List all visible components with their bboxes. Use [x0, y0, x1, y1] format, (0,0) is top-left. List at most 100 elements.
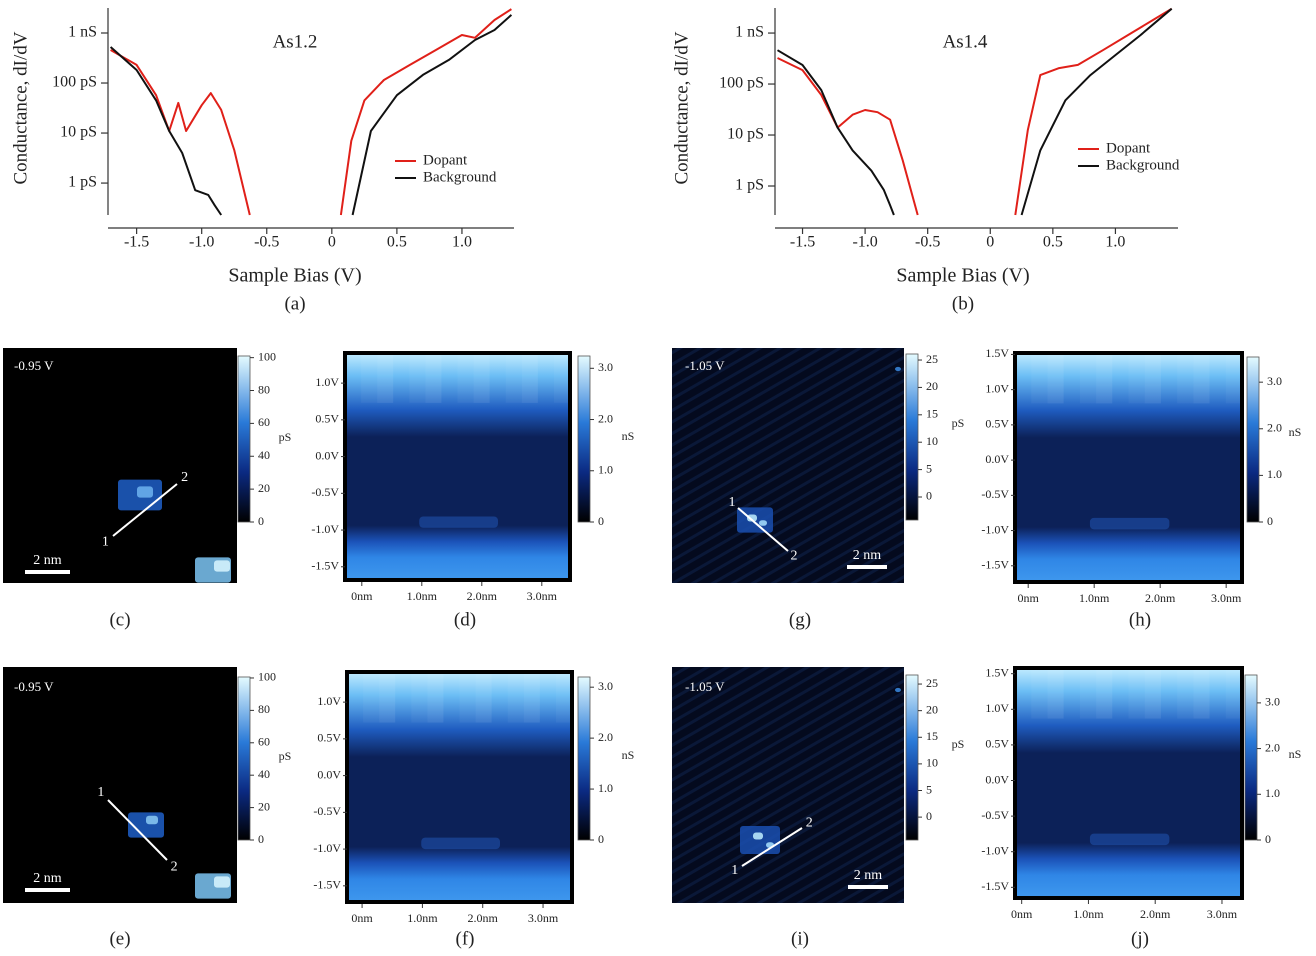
- y-tick-label: -1.0V: [313, 841, 341, 855]
- heatmap-image: [1015, 353, 1242, 582]
- series-line: [777, 7, 1173, 216]
- bias-annotation: -1.05 V: [685, 679, 725, 694]
- colorbar-unit: pS: [279, 749, 292, 763]
- y-tick-label: -1.5V: [981, 558, 1009, 572]
- x-tick-label: -0.5: [254, 234, 279, 251]
- heatmap-column: [1079, 353, 1097, 404]
- caption: (h): [1129, 609, 1151, 630]
- y-tick-label: -0.5V: [311, 485, 339, 499]
- colorbar-tick-label: 3.0: [598, 360, 613, 374]
- y-tick-label: 1 nS: [735, 24, 764, 41]
- line-cut-marker: 2: [171, 859, 178, 874]
- colorbar-tick-label: 80: [258, 702, 270, 716]
- heatmap-frame: [343, 351, 572, 582]
- heatmap-column: [1047, 668, 1064, 719]
- x-tick-label: -1.0: [189, 234, 214, 251]
- colorbar-tick-label: 0: [258, 832, 264, 846]
- map-image: [3, 348, 237, 583]
- y-tick-label: 1 nS: [68, 24, 97, 41]
- colorbar-tick-label: 0: [926, 489, 932, 503]
- colorbar-tick-label: 20: [926, 702, 938, 716]
- heatmap-column: [505, 353, 522, 403]
- heatmap-column: [475, 672, 492, 723]
- heatmap-column: [521, 353, 538, 403]
- colorbar-tick-label: 0: [1267, 514, 1273, 528]
- heatmap-column: [1096, 668, 1113, 719]
- colorbar-unit: nS: [1289, 425, 1302, 439]
- colorbar-tick-label: 25: [926, 352, 938, 366]
- colorbar-unit: pS: [952, 737, 965, 751]
- y-tick-label: -0.5V: [981, 808, 1009, 822]
- colorbar-tick-label: 2.0: [598, 730, 613, 744]
- map-feature: [895, 687, 901, 693]
- heatmap-column: [1144, 668, 1161, 719]
- y-tick-label: 1.5V: [985, 346, 1009, 360]
- colorbar-tick-label: 2.0: [1265, 740, 1280, 754]
- line-cut-marker: 2: [181, 470, 188, 485]
- colorbar-tick-label: 3.0: [1267, 374, 1282, 388]
- map-feature: [137, 486, 153, 498]
- x-tick-label: 2.0nm: [467, 589, 498, 603]
- chart-title: As1.2: [273, 31, 318, 52]
- caption: (j): [1131, 928, 1149, 949]
- heatmap-frame: [1013, 666, 1244, 900]
- x-tick-label: 0nm: [1018, 591, 1040, 605]
- x-tick-label: -1.0: [852, 234, 877, 251]
- y-tick-label: 0.0V: [985, 772, 1009, 786]
- x-tick-label: 1.0: [1105, 234, 1125, 251]
- map-feature: [740, 826, 780, 854]
- colorbar: [905, 353, 919, 521]
- colorbar-tick-label: 1.0: [1265, 786, 1280, 800]
- x-tick-label: 1.0: [452, 234, 472, 251]
- heatmap-image: [345, 353, 570, 580]
- heatmap-column: [1225, 668, 1242, 719]
- line-cut: [737, 507, 789, 552]
- colorbar-tick-label: 20: [258, 799, 270, 813]
- colorbar-tick-label: 15: [926, 407, 938, 421]
- x-axis-label: Sample Bias (V): [228, 265, 361, 287]
- colorbar-tick-label: 0: [598, 514, 604, 528]
- map-image: [672, 348, 904, 583]
- heatmap-column: [1193, 668, 1210, 719]
- y-tick-label: 1 pS: [68, 174, 97, 191]
- heatmap-column: [1144, 353, 1161, 404]
- x-tick-label: 0nm: [1011, 907, 1033, 921]
- heatmap-column: [409, 353, 426, 403]
- y-axis-label: Conductance, dI/dV: [10, 31, 31, 184]
- map-feature: [747, 514, 757, 522]
- y-tick-label: -1.5V: [311, 559, 339, 573]
- heatmap-column: [473, 353, 490, 403]
- caption: (i): [791, 928, 809, 949]
- heatmap-column: [363, 672, 380, 723]
- series-line: [110, 8, 512, 216]
- x-tick-label: 0: [328, 234, 336, 251]
- y-tick-label: 0.0V: [315, 448, 339, 462]
- caption: (g): [789, 609, 811, 630]
- heatmap-column: [377, 353, 394, 403]
- heatmap-column: [1128, 353, 1145, 404]
- scale-bar-label: 2 nm: [33, 871, 62, 886]
- heatmap-column: [1177, 353, 1194, 404]
- colorbar: [905, 674, 919, 841]
- colorbar-tick-label: 20: [258, 481, 270, 495]
- colorbar-tick-label: 0: [1265, 832, 1271, 846]
- y-tick-label: 0.5V: [317, 731, 341, 745]
- map-image: [3, 667, 237, 903]
- heatmap-frame: [345, 670, 574, 904]
- x-tick-label: 1.0nm: [407, 911, 438, 925]
- y-tick-label: 100 pS: [52, 74, 97, 91]
- map-image: [672, 667, 904, 903]
- colorbar-tick-label: 3.0: [598, 679, 613, 693]
- caption: (c): [109, 609, 130, 630]
- bias-annotation: -0.95 V: [14, 679, 54, 694]
- scale-bar-label: 2 nm: [33, 553, 62, 568]
- heatmap-column: [1031, 668, 1048, 719]
- x-tick-label: 0.5: [1043, 234, 1063, 251]
- bias-annotation: -1.05 V: [685, 358, 725, 373]
- colorbar: [577, 676, 591, 841]
- colorbar-tick-label: 100: [258, 670, 276, 684]
- colorbar-tick-label: 40: [258, 448, 270, 462]
- map-feature: [753, 832, 763, 840]
- caption: (b): [952, 293, 974, 314]
- colorbar-unit: pS: [279, 430, 292, 444]
